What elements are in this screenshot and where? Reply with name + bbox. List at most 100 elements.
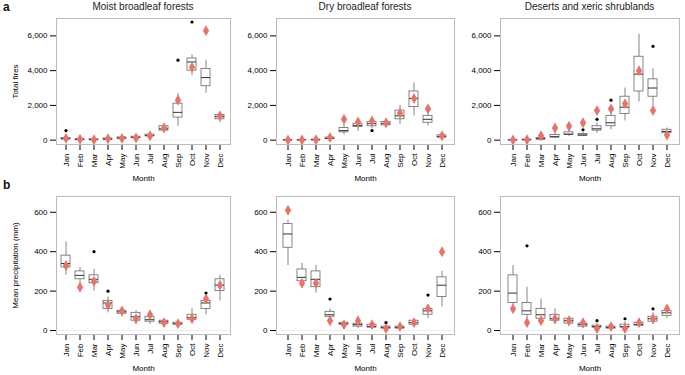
svg-text:Month: Month — [132, 364, 154, 373]
svg-text:Dec: Dec — [438, 344, 447, 358]
svg-text:Oct: Oct — [635, 343, 644, 356]
svg-text:Dec: Dec — [438, 154, 447, 168]
svg-text:May: May — [565, 344, 574, 359]
svg-text:Month: Month — [354, 174, 376, 183]
svg-text:Dec: Dec — [216, 344, 225, 358]
svg-text:Mar: Mar — [537, 153, 546, 167]
svg-text:Aug: Aug — [382, 154, 391, 168]
svg-text:Total fires: Total fires — [11, 64, 20, 98]
svg-text:Oct: Oct — [188, 343, 197, 356]
svg-text:Jan: Jan — [284, 344, 293, 357]
svg-text:Jul: Jul — [368, 343, 377, 353]
svg-text:Sep: Sep — [621, 153, 630, 168]
svg-text:6,000: 6,000 — [247, 31, 268, 40]
svg-text:4,000: 4,000 — [27, 66, 48, 75]
svg-text:6,000: 6,000 — [27, 31, 48, 40]
svg-text:Jul: Jul — [146, 343, 155, 353]
svg-text:Month: Month — [579, 174, 601, 183]
svg-text:Sep: Sep — [396, 343, 405, 358]
svg-text:4,000: 4,000 — [247, 66, 268, 75]
svg-text:2,000: 2,000 — [27, 101, 48, 110]
svg-text:Jul: Jul — [593, 153, 602, 163]
svg-text:Jul: Jul — [593, 343, 602, 353]
svg-text:0: 0 — [487, 326, 492, 335]
svg-text:2,000: 2,000 — [247, 101, 268, 110]
svg-text:6,000: 6,000 — [471, 31, 492, 40]
svg-text:Apr: Apr — [551, 153, 560, 166]
svg-text:Aug: Aug — [160, 154, 169, 168]
svg-text:200: 200 — [254, 287, 268, 296]
svg-text:Aug: Aug — [607, 344, 616, 358]
svg-text:Jun: Jun — [132, 344, 141, 357]
svg-text:Month: Month — [579, 364, 601, 373]
svg-text:Apr: Apr — [104, 343, 113, 356]
svg-text:Nov: Nov — [202, 154, 211, 168]
svg-text:Dec: Dec — [216, 154, 225, 168]
svg-text:Apr: Apr — [326, 153, 335, 166]
svg-text:Feb: Feb — [76, 153, 85, 167]
svg-text:Oct: Oct — [635, 153, 644, 166]
svg-text:Jan: Jan — [509, 344, 518, 357]
svg-text:Nov: Nov — [649, 344, 658, 358]
svg-text:Jan: Jan — [62, 154, 71, 167]
svg-text:Apr: Apr — [326, 343, 335, 356]
svg-text:Mar: Mar — [90, 343, 99, 357]
svg-text:Jan: Jan — [509, 154, 518, 167]
svg-text:Apr: Apr — [551, 343, 560, 356]
svg-text:Jul: Jul — [368, 153, 377, 163]
svg-text:600: 600 — [34, 208, 48, 217]
svg-text:4,000: 4,000 — [471, 66, 492, 75]
svg-text:Apr: Apr — [104, 153, 113, 166]
svg-text:Feb: Feb — [298, 153, 307, 167]
svg-text:200: 200 — [34, 287, 48, 296]
svg-text:0: 0 — [43, 326, 48, 335]
svg-text:Mar: Mar — [537, 343, 546, 357]
svg-text:Nov: Nov — [424, 154, 433, 168]
svg-text:0: 0 — [263, 136, 268, 145]
svg-text:400: 400 — [34, 247, 48, 256]
svg-text:Aug: Aug — [607, 154, 616, 168]
svg-text:Aug: Aug — [382, 344, 391, 358]
svg-text:Jun: Jun — [579, 344, 588, 357]
svg-text:Month: Month — [132, 174, 154, 183]
svg-text:Aug: Aug — [160, 344, 169, 358]
svg-text:Jul: Jul — [146, 153, 155, 163]
svg-text:Feb: Feb — [298, 343, 307, 357]
svg-text:Nov: Nov — [649, 154, 658, 168]
svg-text:May: May — [118, 154, 127, 169]
svg-text:0: 0 — [43, 136, 48, 145]
svg-text:Feb: Feb — [76, 343, 85, 357]
svg-text:Sep: Sep — [621, 343, 630, 358]
svg-text:May: May — [118, 344, 127, 359]
svg-text:Mean precipitation (mm): Mean precipitation (mm) — [11, 222, 20, 309]
svg-text:Oct: Oct — [188, 153, 197, 166]
svg-text:0: 0 — [263, 326, 268, 335]
svg-text:600: 600 — [254, 208, 268, 217]
svg-text:May: May — [340, 344, 349, 359]
svg-text:400: 400 — [254, 247, 268, 256]
svg-text:May: May — [565, 154, 574, 169]
svg-text:2,000: 2,000 — [471, 101, 492, 110]
svg-text:Jun: Jun — [132, 154, 141, 167]
svg-text:Mar: Mar — [312, 343, 321, 357]
svg-text:Dec: Dec — [663, 154, 672, 168]
svg-text:Feb: Feb — [523, 153, 532, 167]
svg-text:0: 0 — [487, 136, 492, 145]
svg-text:Feb: Feb — [523, 343, 532, 357]
svg-text:Jan: Jan — [284, 154, 293, 167]
svg-text:Jun: Jun — [354, 344, 363, 357]
svg-text:Sep: Sep — [174, 153, 183, 168]
svg-text:Oct: Oct — [410, 343, 419, 356]
svg-text:Jun: Jun — [579, 154, 588, 167]
svg-text:200: 200 — [478, 287, 492, 296]
svg-text:Oct: Oct — [410, 153, 419, 166]
svg-text:600: 600 — [478, 208, 492, 217]
svg-text:Dec: Dec — [663, 344, 672, 358]
svg-text:Nov: Nov — [202, 344, 211, 358]
svg-text:Mar: Mar — [90, 153, 99, 167]
svg-text:Jun: Jun — [354, 154, 363, 167]
svg-text:Mar: Mar — [312, 153, 321, 167]
svg-text:Month: Month — [354, 364, 376, 373]
svg-text:Sep: Sep — [396, 153, 405, 168]
svg-text:Sep: Sep — [174, 343, 183, 358]
